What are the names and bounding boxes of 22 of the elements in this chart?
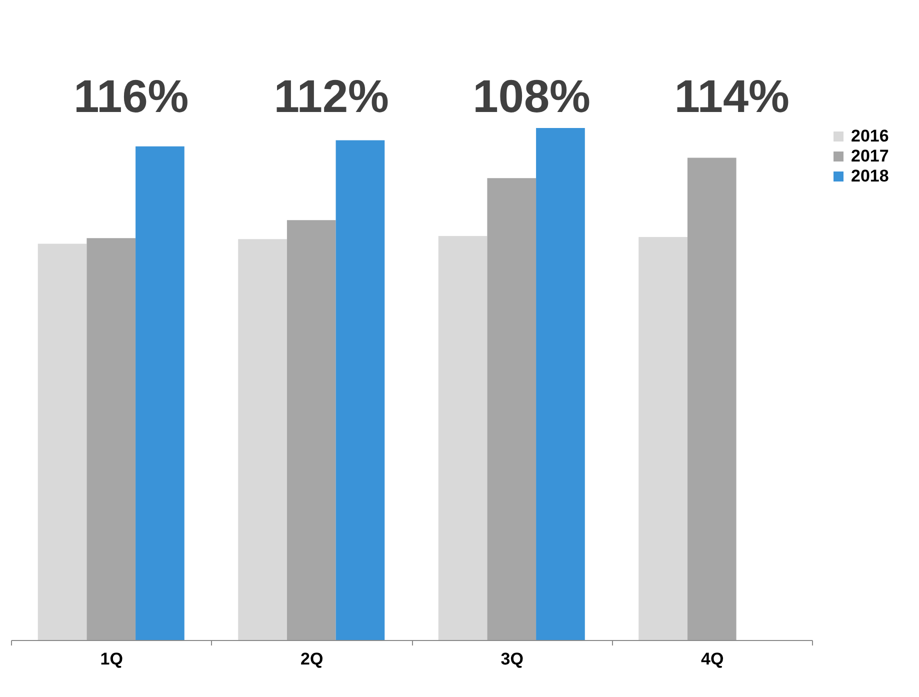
bar <box>38 244 87 640</box>
x-tick-label: 2Q <box>300 650 324 668</box>
text: 112% <box>274 70 389 122</box>
text: 108% <box>472 70 590 122</box>
bar <box>487 178 536 640</box>
legend-label: 2016 <box>851 126 889 146</box>
x-tick-label: 3Q <box>500 650 524 668</box>
bar <box>238 239 287 640</box>
bar <box>438 236 488 640</box>
bar <box>336 140 385 640</box>
bar <box>536 128 585 640</box>
bar <box>136 146 184 640</box>
legend-label: 2017 <box>851 146 889 166</box>
x-tick-label: 4Q <box>701 650 724 668</box>
bar <box>638 237 688 640</box>
bar <box>86 238 136 640</box>
legend-label: 2018 <box>851 166 889 186</box>
text: 116% <box>74 70 189 122</box>
text: 114% <box>674 70 790 122</box>
bar <box>687 158 736 640</box>
x-tick-label: 1Q <box>100 650 123 668</box>
bar <box>286 220 336 640</box>
